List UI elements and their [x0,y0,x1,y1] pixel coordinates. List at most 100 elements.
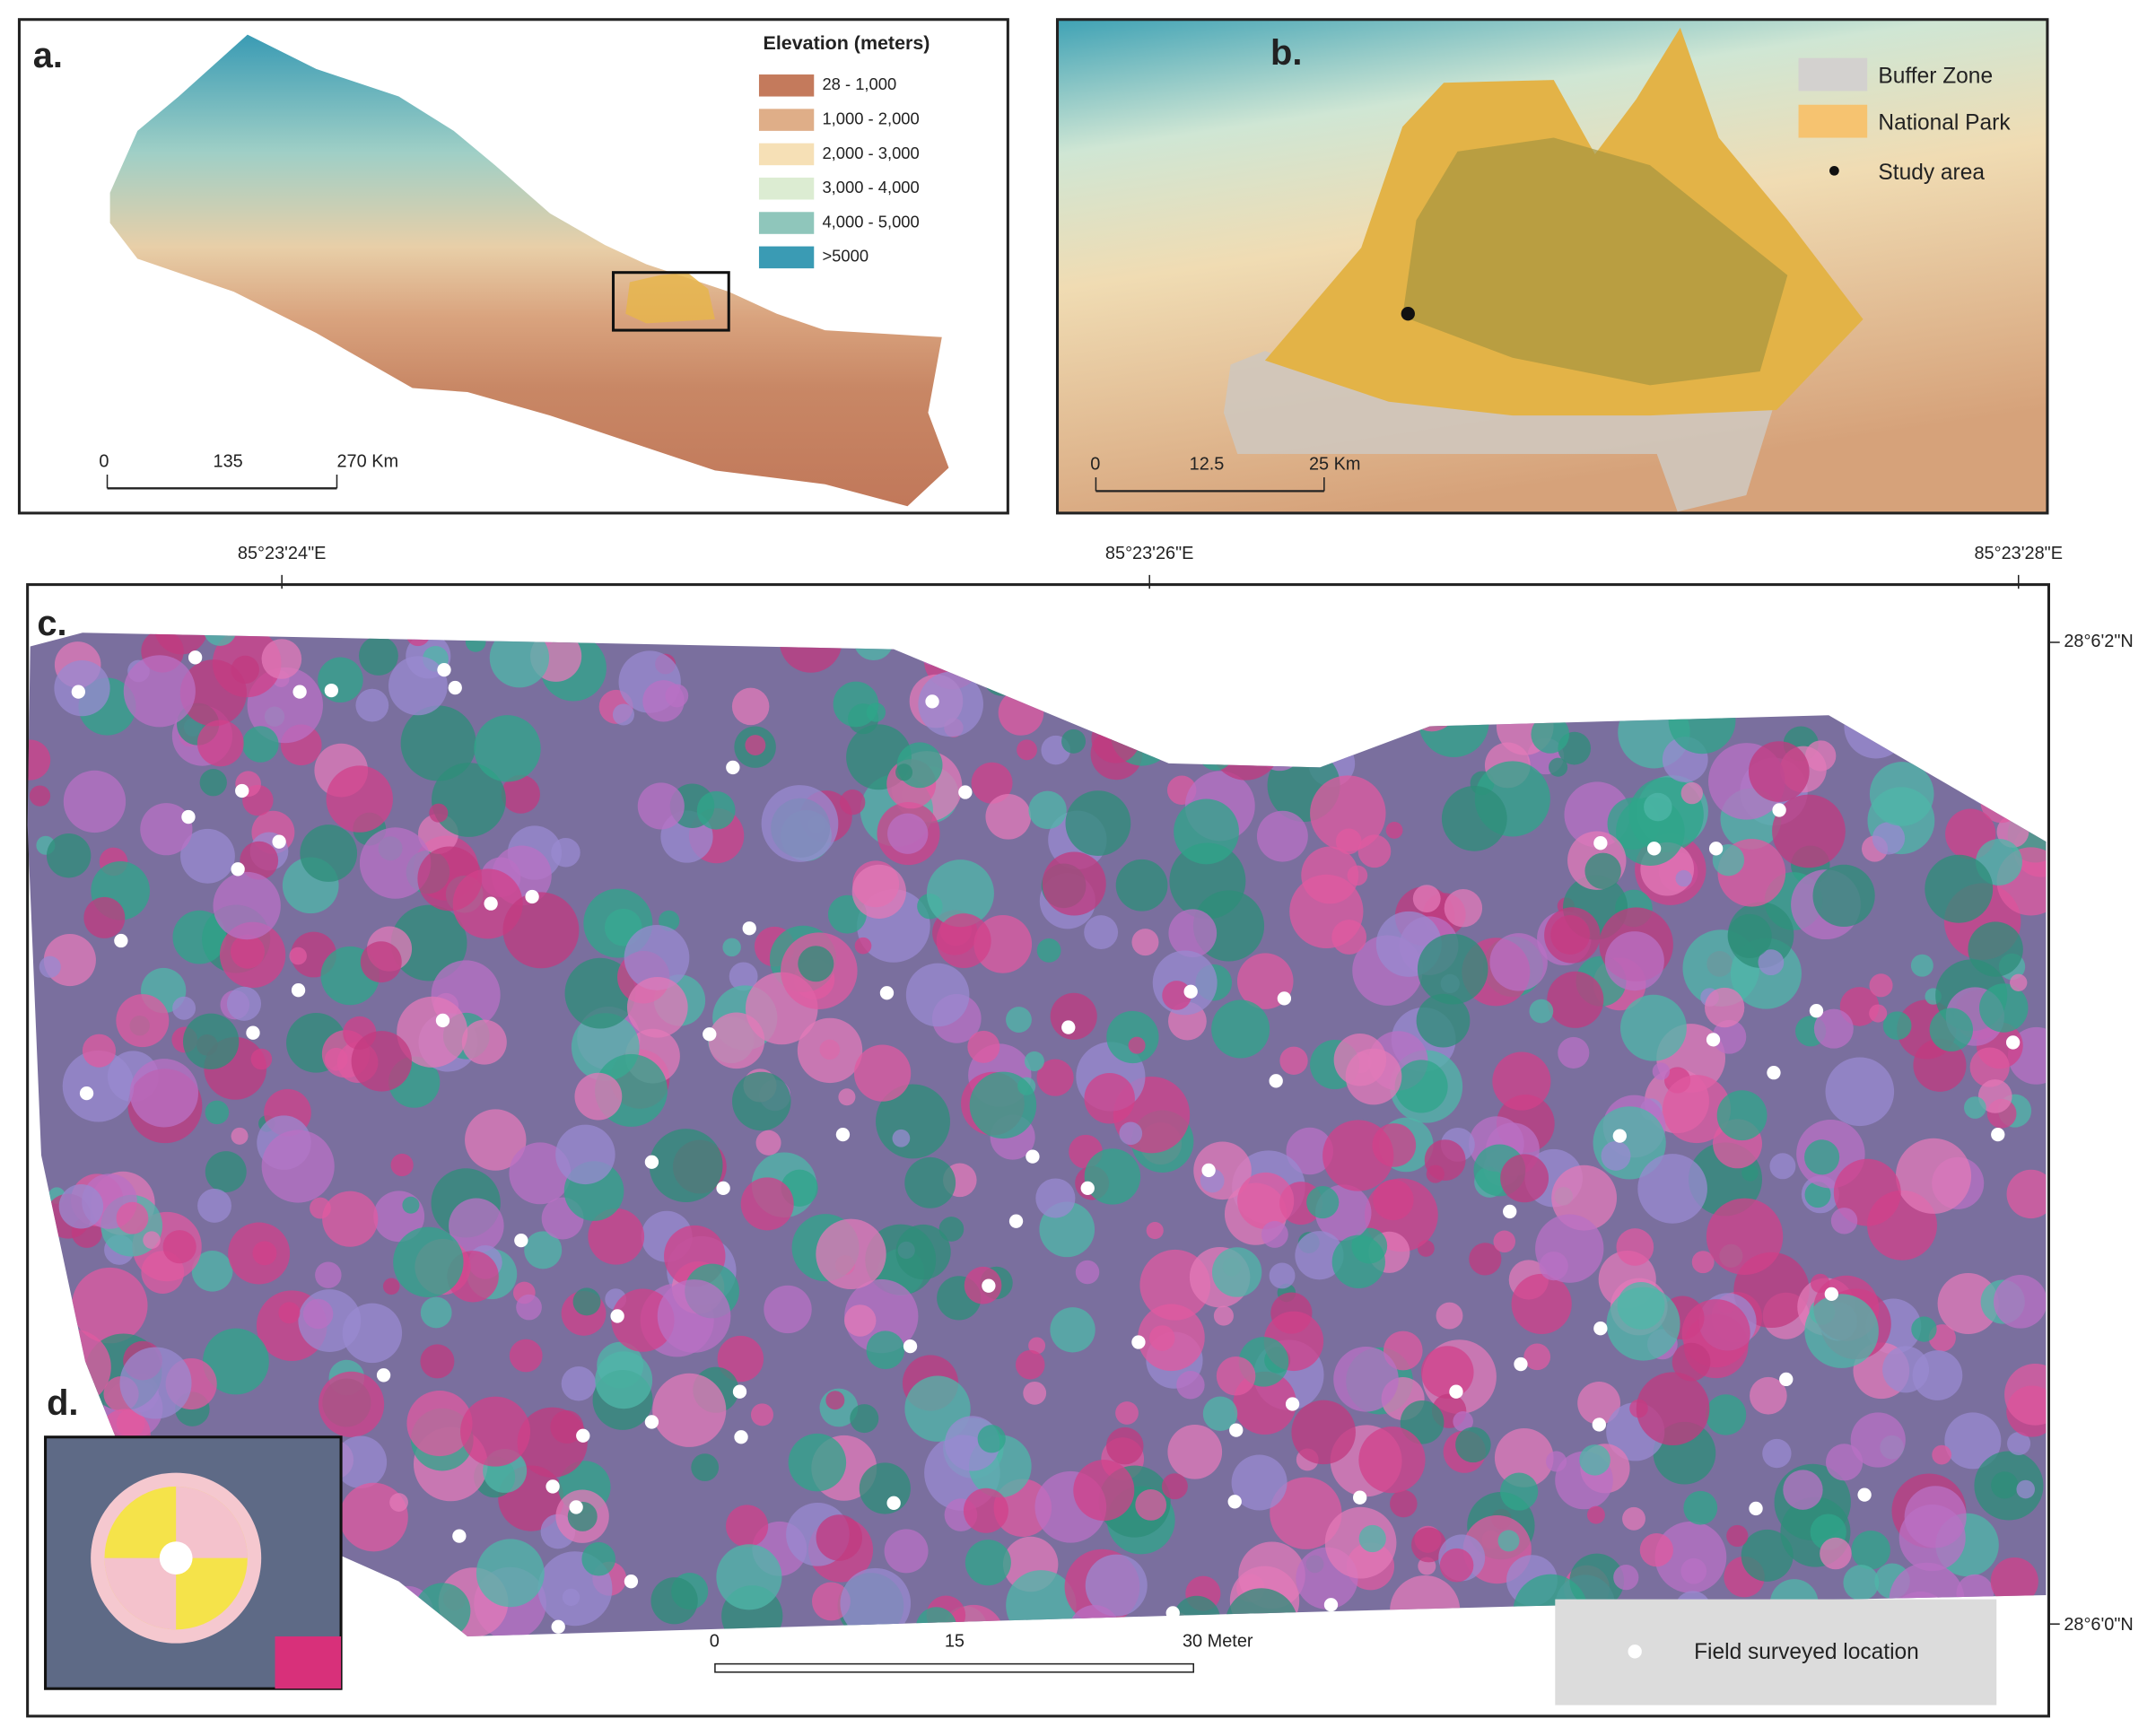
survey-point [1708,842,1724,856]
canopy [905,963,970,1027]
canopy [2016,1479,2035,1499]
canopy [588,1208,645,1265]
legend-label: 1,000 - 2,000 [822,109,919,127]
canopy [1119,1121,1143,1146]
canopy [359,827,432,899]
canopy [197,1188,231,1223]
canopy [182,1013,240,1069]
coord-label: 85°23'28"E [1974,544,2063,563]
canopy [1613,1565,1639,1591]
canopy [1213,1305,1234,1326]
canopy [977,1425,1006,1453]
canopy [1417,933,1488,1005]
canopy [1544,907,1601,964]
canopy [1015,1349,1045,1380]
survey-point [644,1155,659,1169]
canopy [895,1224,951,1280]
survey-point [1824,1287,1838,1302]
canopy [1551,1165,1618,1231]
canopy [1168,909,1218,958]
canopy [318,657,363,703]
canopy [652,1373,727,1447]
canopy [1131,929,1159,956]
canopy [1310,775,1386,851]
survey-point [1008,1214,1024,1228]
canopy [39,955,61,978]
legend-swatch [1798,104,1868,138]
canopy [1804,1294,1879,1368]
survey-point [903,1339,918,1354]
legend-swatch [1829,165,1839,176]
canopy [390,1153,414,1177]
canopy [1758,949,1785,976]
survey-point [732,1384,747,1399]
canopy [402,1196,420,1214]
canopy [1455,1426,1491,1463]
park-highland [1402,137,1788,386]
canopy [1586,1505,1605,1524]
survey-point [376,1368,391,1383]
canopy [969,1071,1037,1139]
canopy [1549,757,1568,777]
scale-label: 0 [99,451,109,471]
scale-label: 0 [710,1631,720,1651]
survey-point [716,1181,730,1196]
canopy [289,947,307,965]
canopy [1500,1154,1549,1203]
canopy [1358,1426,1426,1494]
canopy [1084,1148,1141,1205]
legend-label: 4,000 - 5,000 [822,212,919,231]
survey-point [925,694,939,709]
canopy [816,1514,862,1561]
canopy [1812,864,1875,927]
survey-point [1201,1163,1216,1178]
canopy [1469,1243,1502,1276]
canopy [1904,1486,1967,1548]
canopy [205,1100,230,1125]
survey-point [452,1529,467,1543]
canopy [1644,792,1672,822]
inset-texture [275,1636,342,1689]
canopy [1937,1272,1999,1335]
canopy [1006,1007,1032,1034]
canopy [1306,1186,1340,1219]
park-area [625,272,715,324]
canopy [708,1012,765,1069]
canopy [1036,938,1061,963]
canopy [581,1541,616,1576]
survey-point [958,785,973,799]
coord-label: 85°23'26"E [1105,544,1194,563]
canopy [904,1156,956,1208]
canopy [755,1130,781,1156]
survey-point [525,889,539,904]
canopy [461,1019,507,1065]
canopy [1270,1477,1342,1549]
canopy [936,913,991,969]
scale-label: 30 Meter [1183,1631,1253,1651]
canopy [2004,1364,2047,1426]
canopy [1489,933,1548,991]
canopy [840,789,866,816]
survey-point [886,1496,901,1510]
canopy [1161,1473,1188,1500]
survey-point [292,685,307,699]
canopy [1494,1428,1554,1487]
panel-label: d. [47,1383,78,1423]
canopy [1531,715,1570,754]
canopy [261,639,302,679]
canopy [172,996,196,1020]
survey-point [1767,1065,1781,1080]
canopy [319,1371,385,1437]
canopy [324,1047,348,1071]
survey-point [982,1278,996,1293]
panel-label: b. [1270,33,1302,73]
canopy [574,1072,623,1121]
canopy [1035,1178,1076,1218]
canopy [191,1251,233,1292]
survey-point [1165,1606,1180,1620]
scale-label: 270 Km [336,451,398,471]
canopy [1882,1011,1912,1041]
canopy [2006,1169,2047,1219]
canopy [1636,1372,1710,1445]
survey-point [1080,1181,1095,1196]
